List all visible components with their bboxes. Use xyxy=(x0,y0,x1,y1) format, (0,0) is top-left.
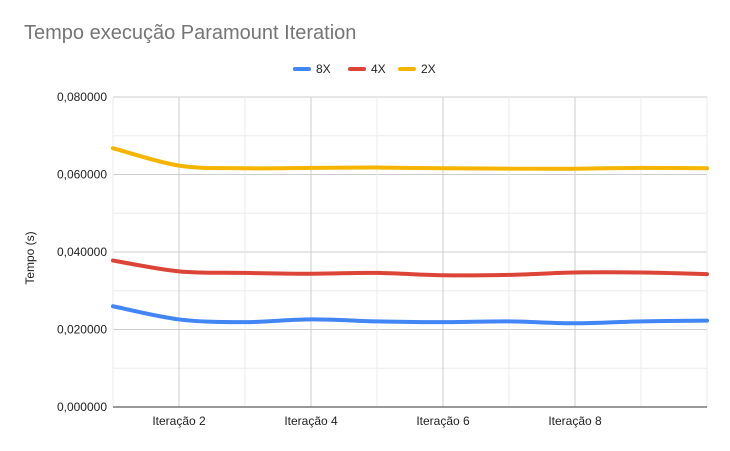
y-tick-label: 0,020000 xyxy=(57,323,107,337)
y-tick-label: 0,060000 xyxy=(57,168,107,182)
x-tick-label: Iteração 8 xyxy=(548,414,602,428)
x-tick-label: Iteração 2 xyxy=(152,414,206,428)
x-tick-label: Iteração 4 xyxy=(284,414,338,428)
series-layer xyxy=(111,146,709,326)
legend-label-8x: 8X xyxy=(316,62,331,76)
legend-label-2x: 2X xyxy=(421,62,436,76)
grid xyxy=(112,96,708,408)
axes: 0,000000 0,020000 0,040000 0,060000 0,080000… xyxy=(57,90,707,428)
y-tick-label: 0,080000 xyxy=(57,90,107,104)
y-tick-label: 0,000000 xyxy=(57,400,107,414)
series-line-2x xyxy=(111,146,709,171)
series-line-8x xyxy=(111,304,709,326)
series-line-4x xyxy=(111,258,709,278)
legend: 8X 4X 2X xyxy=(293,62,436,76)
legend-label-4x: 4X xyxy=(371,62,386,76)
y-axis-label: Tempo (s) xyxy=(23,231,37,284)
y-tick-label: 0,040000 xyxy=(57,245,107,259)
x-tick-label: Iteração 6 xyxy=(416,414,470,428)
chart-title: Tempo execução Paramount Iteration xyxy=(24,22,357,44)
